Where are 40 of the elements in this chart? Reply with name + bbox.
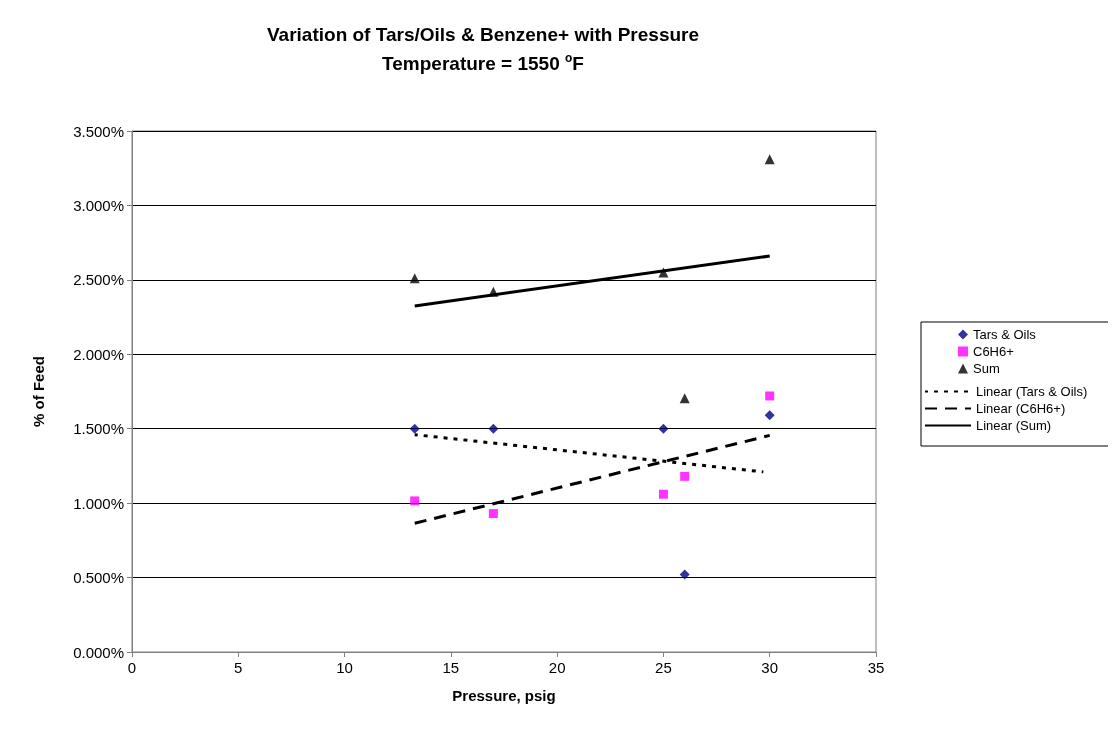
point	[679, 393, 690, 404]
x-tick-label: 25	[655, 659, 672, 676]
y-tick-label: 1.500%	[73, 420, 124, 438]
y-axis-title: % of Feed	[30, 356, 47, 427]
legend-label: Tars & Oils	[973, 327, 1037, 342]
legend-label: C6H6+	[973, 344, 1014, 359]
chart-title: Variation of Tars/Oils & Benzene+ with Pressure	[266, 24, 700, 45]
x-tick-label: 0	[127, 659, 137, 676]
point	[488, 509, 498, 519]
legend-label: Linear (Sum)	[976, 418, 1052, 433]
point	[680, 471, 690, 481]
point	[658, 489, 668, 499]
point	[658, 267, 669, 278]
point	[488, 286, 499, 297]
point	[658, 423, 669, 434]
x-tick-label: 35	[867, 659, 885, 676]
legend-label: Linear (C6H6+)	[976, 401, 1066, 416]
y-tick-label: 0.000%	[73, 643, 124, 661]
point	[765, 391, 775, 401]
point	[764, 410, 775, 421]
x-tick-label: 20	[548, 659, 566, 676]
legend-label: Sum	[973, 361, 1000, 376]
x-tick-label: 10	[336, 659, 353, 676]
x-tick-label: 5	[234, 659, 243, 676]
point	[764, 154, 775, 165]
x-axis-title: Pressure, psig	[452, 687, 556, 704]
point	[409, 423, 420, 434]
y-tick-label: 3.000%	[73, 196, 124, 214]
y-tick-label: 2.500%	[73, 271, 124, 289]
y-tick-label: 0.500%	[73, 569, 124, 587]
x-tick-label: 15	[442, 659, 460, 676]
point	[409, 273, 420, 284]
point	[410, 496, 420, 506]
y-tick-label: 2.000%	[73, 345, 124, 363]
point	[488, 423, 499, 434]
y-tick-label: 3.500%	[73, 122, 124, 140]
x-tick-label: 30	[761, 659, 779, 676]
y-tick-label: 1.000%	[73, 494, 124, 512]
point	[679, 569, 690, 580]
legend-label: Linear (Tars & Oils)	[976, 384, 1088, 399]
